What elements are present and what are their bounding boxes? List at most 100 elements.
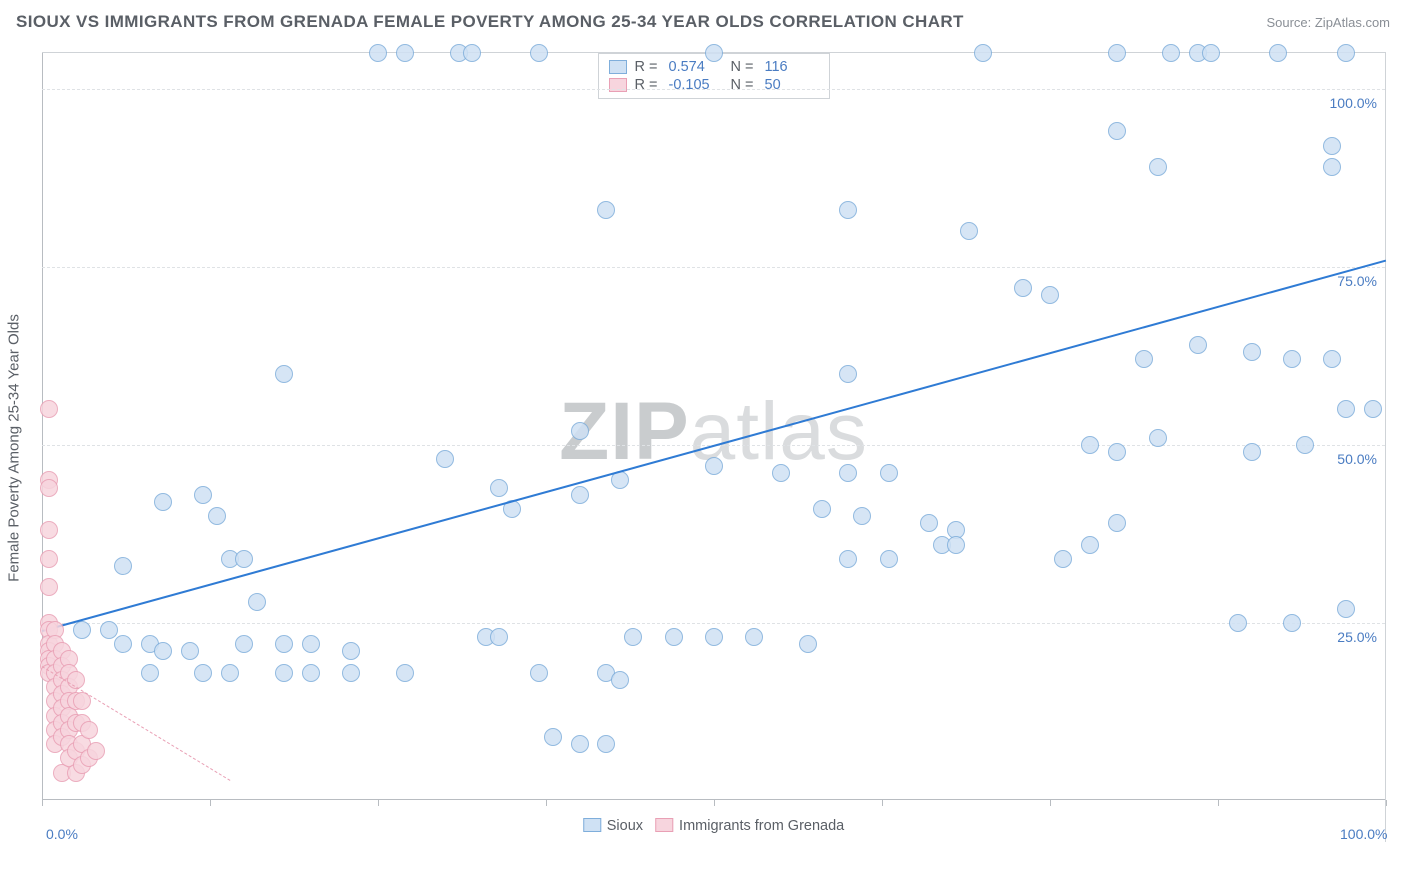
source-label: Source: ZipAtlas.com xyxy=(1266,15,1390,30)
scatter-point xyxy=(1323,350,1341,368)
x-tick xyxy=(714,800,715,806)
scatter-point xyxy=(1135,350,1153,368)
scatter-point xyxy=(799,635,817,653)
scatter-point xyxy=(1014,279,1032,297)
scatter-point xyxy=(235,550,253,568)
x-tick xyxy=(210,800,211,806)
scatter-point xyxy=(1054,550,1072,568)
series-legend-item: Immigrants from Grenada xyxy=(655,818,844,834)
scatter-point xyxy=(1243,343,1261,361)
x-tick xyxy=(42,800,43,806)
trend-line xyxy=(42,260,1387,632)
scatter-point xyxy=(544,728,562,746)
scatter-point xyxy=(87,742,105,760)
scatter-point xyxy=(1108,514,1126,532)
legend-swatch xyxy=(609,78,627,92)
scatter-point xyxy=(73,621,91,639)
x-tick xyxy=(1050,800,1051,806)
scatter-point xyxy=(1229,614,1247,632)
scatter-point xyxy=(947,536,965,554)
scatter-point xyxy=(1149,429,1167,447)
gridline xyxy=(42,623,1385,624)
scatter-point xyxy=(342,642,360,660)
scatter-point xyxy=(1162,44,1180,62)
x-tick xyxy=(1218,800,1219,806)
scatter-point xyxy=(40,521,58,539)
scatter-point xyxy=(154,493,172,511)
scatter-point xyxy=(813,500,831,518)
scatter-point xyxy=(839,201,857,219)
x-tick-label: 0.0% xyxy=(46,826,78,842)
scatter-point xyxy=(369,44,387,62)
scatter-point xyxy=(114,635,132,653)
plot-area: ZIPatlas Female Poverty Among 25-34 Year… xyxy=(42,52,1386,842)
scatter-point xyxy=(1189,336,1207,354)
scatter-point xyxy=(705,628,723,646)
scatter-point xyxy=(705,457,723,475)
scatter-point xyxy=(1296,436,1314,454)
y-axis-label: Female Poverty Among 25-34 Year Olds xyxy=(6,314,23,582)
scatter-point xyxy=(436,450,454,468)
scatter-point xyxy=(611,671,629,689)
scatter-point xyxy=(571,735,589,753)
legend-swatch xyxy=(609,60,627,74)
gridline xyxy=(42,267,1385,268)
scatter-point xyxy=(772,464,790,482)
scatter-point xyxy=(396,664,414,682)
x-tick xyxy=(1386,800,1387,806)
scatter-point xyxy=(1108,44,1126,62)
scatter-point xyxy=(40,578,58,596)
x-tick-label: 100.0% xyxy=(1340,826,1387,842)
scatter-point xyxy=(571,486,589,504)
y-tick-label: 100.0% xyxy=(1330,95,1377,111)
scatter-point xyxy=(40,479,58,497)
scatter-point xyxy=(1041,286,1059,304)
scatter-point xyxy=(571,422,589,440)
scatter-point xyxy=(275,664,293,682)
scatter-point xyxy=(597,201,615,219)
scatter-point xyxy=(960,222,978,240)
scatter-point xyxy=(1081,436,1099,454)
scatter-point xyxy=(1337,44,1355,62)
scatter-point xyxy=(208,507,226,525)
y-tick-label: 75.0% xyxy=(1337,273,1377,289)
scatter-point xyxy=(463,44,481,62)
scatter-point xyxy=(1283,350,1301,368)
scatter-point xyxy=(853,507,871,525)
x-tick xyxy=(882,800,883,806)
scatter-point xyxy=(839,365,857,383)
gridline xyxy=(42,89,1385,90)
scatter-point xyxy=(974,44,992,62)
scatter-point xyxy=(1269,44,1287,62)
scatter-point xyxy=(40,400,58,418)
scatter-point xyxy=(1337,400,1355,418)
legend-swatch xyxy=(655,818,673,832)
scatter-point xyxy=(530,44,548,62)
scatter-point xyxy=(396,44,414,62)
scatter-point xyxy=(1323,158,1341,176)
legend-swatch xyxy=(583,818,601,832)
scatter-point xyxy=(221,664,239,682)
scatter-point xyxy=(275,635,293,653)
series-legend: Sioux Immigrants from Grenada xyxy=(583,818,844,834)
scatter-point xyxy=(1283,614,1301,632)
series-legend-item: Sioux xyxy=(583,818,643,834)
scatter-point xyxy=(705,44,723,62)
y-tick-label: 50.0% xyxy=(1337,451,1377,467)
scatter-point xyxy=(880,550,898,568)
scatter-point xyxy=(181,642,199,660)
scatter-point xyxy=(100,621,118,639)
scatter-point xyxy=(1337,600,1355,618)
scatter-point xyxy=(624,628,642,646)
scatter-point xyxy=(839,464,857,482)
scatter-point xyxy=(342,664,360,682)
scatter-point xyxy=(1081,536,1099,554)
scatter-point xyxy=(490,628,508,646)
scatter-point xyxy=(40,550,58,568)
scatter-point xyxy=(597,735,615,753)
scatter-point xyxy=(302,664,320,682)
scatter-point xyxy=(1108,443,1126,461)
scatter-point xyxy=(1149,158,1167,176)
scatter-point xyxy=(839,550,857,568)
scatter-point xyxy=(194,486,212,504)
